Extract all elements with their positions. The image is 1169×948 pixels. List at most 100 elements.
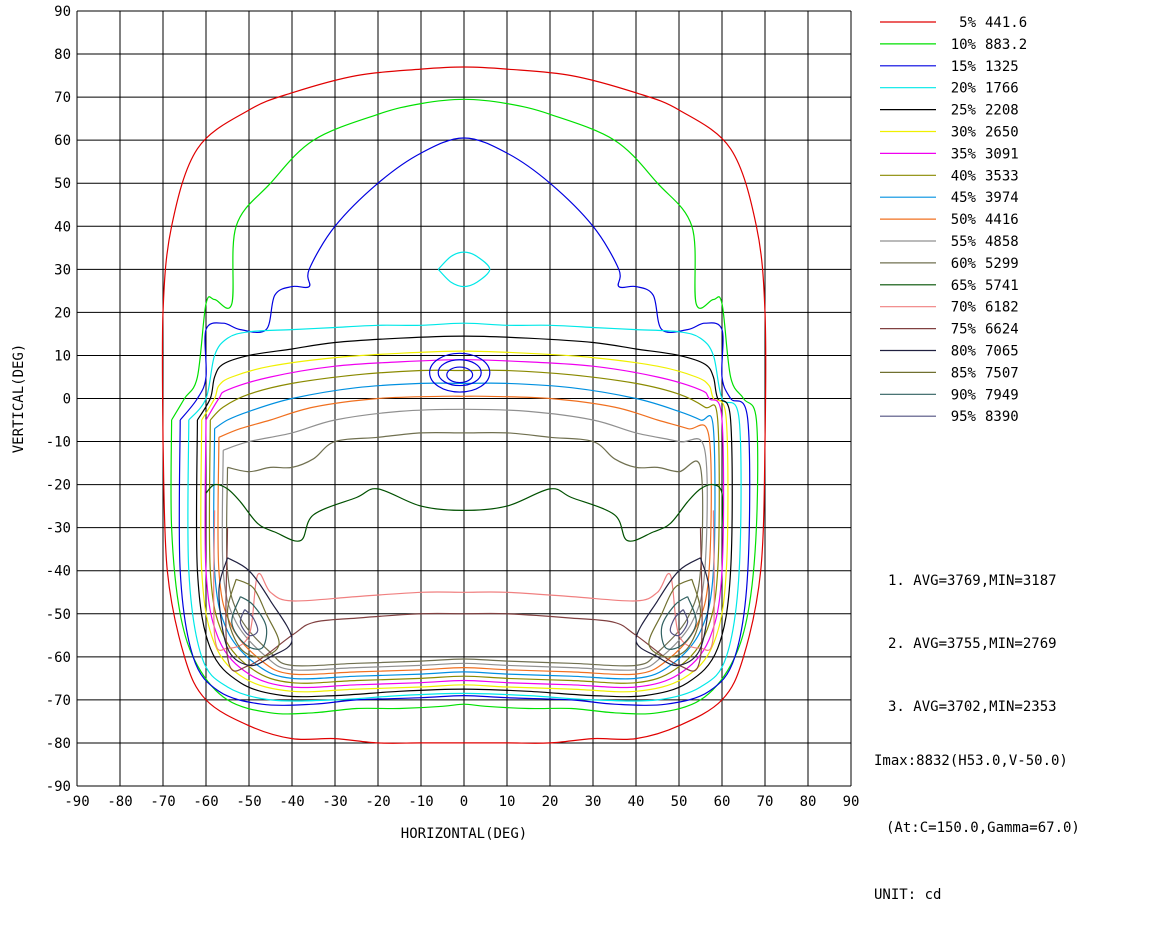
unit-text: UNIT: cd xyxy=(874,887,942,903)
legend-percent: 45% xyxy=(951,190,977,206)
legend-value: 6182 xyxy=(985,300,1019,316)
x-tick-label: 90 xyxy=(843,794,860,810)
y-tick-label: -50 xyxy=(46,607,71,623)
hotspot-contour-0 xyxy=(429,352,491,393)
stats-block: 1. AVG=3769,MIN=3187 2. AVG=3755,MIN=276… xyxy=(888,529,1057,760)
legend-percent: 70% xyxy=(951,300,977,316)
chart-svg: -90 -80 -70 -60 -50 -40 -30 -20 -10 0 10 20 30 40 50 60… xyxy=(11,4,1027,842)
contour-line-21 xyxy=(660,596,697,650)
contour-line-14 xyxy=(213,510,715,651)
legend-value: 2650 xyxy=(985,125,1019,141)
legend-value: 4416 xyxy=(985,212,1019,228)
legend-percent: 20% xyxy=(951,81,977,97)
y-tick-label: 70 xyxy=(54,90,71,106)
contour-line-6 xyxy=(200,350,729,693)
legend-value: 883.2 xyxy=(985,37,1027,53)
legend-value: 8390 xyxy=(985,409,1019,425)
x-tick-label: 40 xyxy=(628,794,645,810)
legend-value: 5741 xyxy=(985,278,1019,294)
x-tick-label: -90 xyxy=(64,794,89,810)
legend-percent: 90% xyxy=(951,387,977,403)
contour-line-4 xyxy=(437,251,491,288)
legend-percent: 40% xyxy=(951,168,977,184)
x-tick-label: -30 xyxy=(322,794,347,810)
legend-percent: 10% xyxy=(951,37,977,53)
peak-info: Imax:8832(H53.0,V-50.0) (At:C=150.0,Gamm… xyxy=(874,709,1080,948)
y-tick-label: 40 xyxy=(54,219,71,235)
stat-line-1: 1. AVG=3769,MIN=3187 xyxy=(888,573,1057,589)
x-tick-label: 50 xyxy=(671,794,688,810)
contour-line-9 xyxy=(213,382,716,680)
x-tick-label: 80 xyxy=(800,794,817,810)
legend-percent: 30% xyxy=(951,125,977,141)
contour-line-19 xyxy=(648,578,702,658)
stat-line-3: 3. AVG=3702,MIN=2353 xyxy=(888,699,1057,715)
x-tick-label: 70 xyxy=(757,794,774,810)
x-tick-label: -10 xyxy=(408,794,433,810)
legend-value: 7949 xyxy=(985,387,1019,403)
contour-line-2 xyxy=(178,137,751,706)
x-tick-label: -70 xyxy=(150,794,175,810)
x-tick-label: 10 xyxy=(499,794,516,810)
x-tick-label: -20 xyxy=(365,794,390,810)
stat-line-2: 2. AVG=3755,MIN=2769 xyxy=(888,636,1057,652)
y-tick-label: -70 xyxy=(46,693,71,709)
x-tick-label: -60 xyxy=(193,794,218,810)
legend-value: 7507 xyxy=(985,365,1019,381)
y-tick-label: 0 xyxy=(63,392,71,408)
y-tick-label: 20 xyxy=(54,305,71,321)
grid xyxy=(76,10,852,787)
legend-percent: 80% xyxy=(951,344,977,360)
x-tick-label: 0 xyxy=(460,794,468,810)
legend-value: 441.6 xyxy=(985,15,1027,31)
legend-value: 7065 xyxy=(985,344,1019,360)
legend-value: 1325 xyxy=(985,59,1019,75)
at-text: (At:C=150.0,Gamma=67.0) xyxy=(886,820,1080,836)
isolux-chart: -90 -80 -70 -60 -50 -40 -30 -20 -10 0 10 20 30 40 50 60… xyxy=(11,4,1080,903)
contour-line-7 xyxy=(204,359,725,689)
y-tick-label: -90 xyxy=(46,779,71,795)
contour-line-1 xyxy=(170,98,759,715)
y-tick-label: 30 xyxy=(54,262,71,278)
legend-percent: 50% xyxy=(951,212,977,228)
y-axis-label: VERTICAL(DEG) xyxy=(11,344,27,454)
x-tick-label: 30 xyxy=(585,794,602,810)
imax-text: Imax:8832(H53.0,V-50.0) xyxy=(874,753,1068,769)
legend-value: 3974 xyxy=(985,190,1019,206)
contour-line-3 xyxy=(187,322,742,702)
x-tick-label: 60 xyxy=(714,794,731,810)
legend-value: 2208 xyxy=(985,103,1019,119)
tick-labels: -90 -80 -70 -60 -50 -40 -30 -20 -10 0 10 20 30 40 50 60… xyxy=(46,4,860,810)
legend-value: 3533 xyxy=(985,168,1019,184)
legend-percent: 35% xyxy=(951,146,977,162)
y-tick-label: -40 xyxy=(46,564,71,580)
y-tick-label: 80 xyxy=(54,47,71,63)
contour-line-16 xyxy=(218,557,293,667)
contour-line-18 xyxy=(226,578,280,658)
legend-percent: 95% xyxy=(951,409,977,425)
y-tick-label: -10 xyxy=(46,435,71,451)
y-tick-label: 60 xyxy=(54,133,71,149)
y-tick-label: -80 xyxy=(46,736,71,752)
legend-percent: 65% xyxy=(951,278,977,294)
contour-line-10 xyxy=(217,395,712,676)
legend: 5% 441.6 10% 883.2 15% 1325 20% 1766 25% 2208 30% 2… xyxy=(880,15,1027,425)
contour-line-8 xyxy=(208,369,720,684)
y-tick-label: -20 xyxy=(46,478,71,494)
y-tick-label: 90 xyxy=(54,4,71,20)
contour-line-22 xyxy=(239,609,259,637)
x-tick-label: -50 xyxy=(236,794,261,810)
hotspot-contour-1 xyxy=(437,359,482,387)
contour-line-11 xyxy=(221,408,708,671)
legend-value: 3091 xyxy=(985,146,1019,162)
contour-line-5 xyxy=(195,335,733,698)
contour-line-23 xyxy=(669,609,689,637)
x-tick-label: 20 xyxy=(542,794,559,810)
legend-percent: 75% xyxy=(951,322,977,338)
legend-value: 5299 xyxy=(985,256,1019,272)
contour-line-0 xyxy=(161,66,767,744)
contour-line-12 xyxy=(225,431,704,667)
y-tick-label: -30 xyxy=(46,521,71,537)
legend-percent: 5% xyxy=(959,15,976,31)
y-tick-label: 50 xyxy=(54,176,71,192)
